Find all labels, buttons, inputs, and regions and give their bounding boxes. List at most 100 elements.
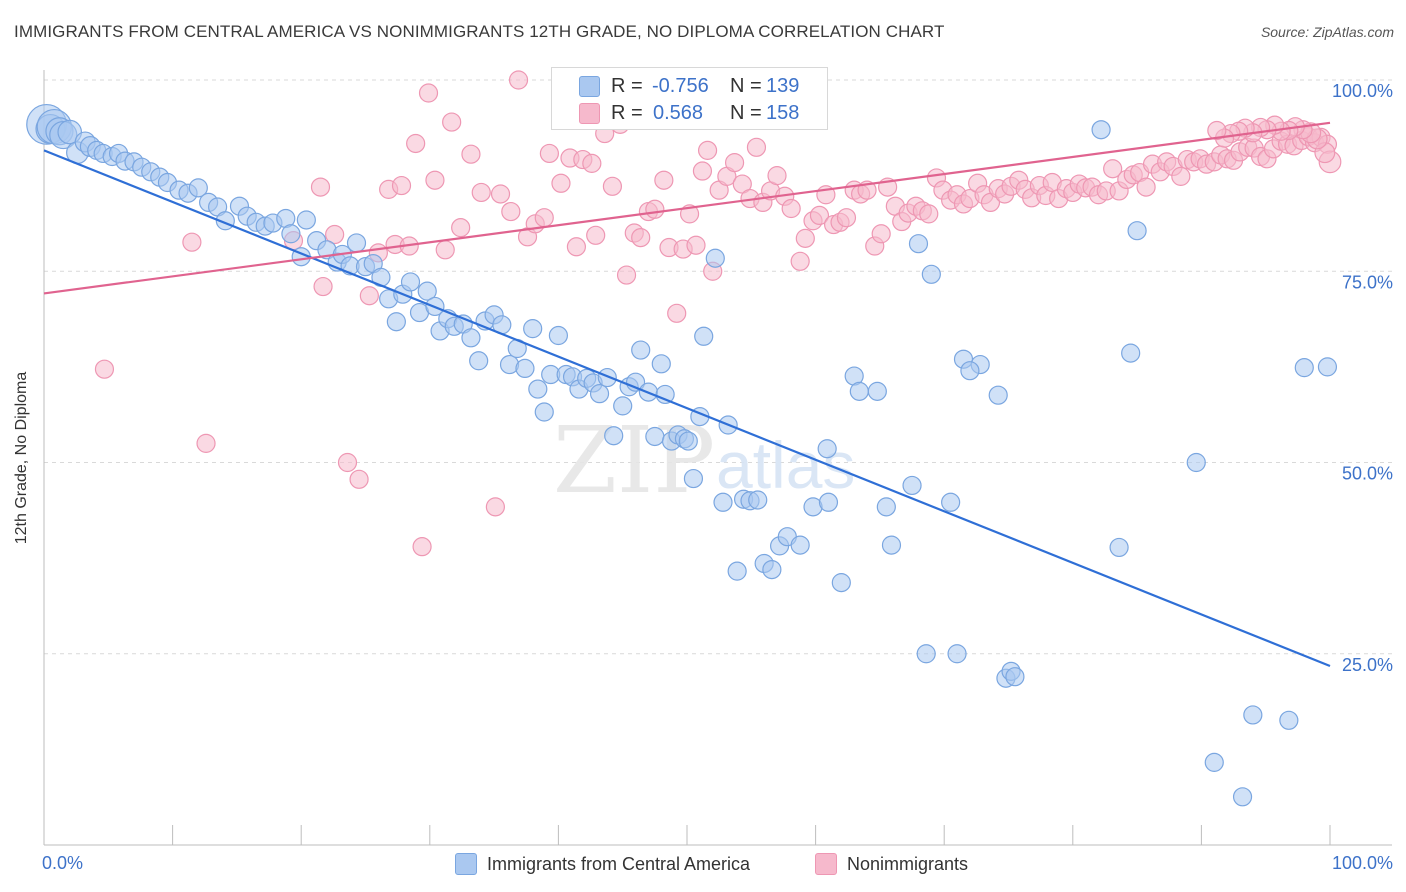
nonimmigrants-point: [616, 265, 637, 285]
x-tick-label-0: 0.0%: [42, 853, 83, 873]
watermark-atlas: atlas: [716, 428, 855, 502]
tick-labels: 25.0% 50.0% 75.0% 100.0% 0.0% 100.0%: [42, 81, 1393, 873]
central-america-point: [417, 281, 437, 301]
trend-lines: [43, 121, 1331, 668]
central-america-point: [748, 490, 768, 510]
nonimmigrants-point: [94, 359, 115, 379]
n-value: 158: [766, 101, 800, 124]
nonimmigrants-point: [485, 497, 505, 517]
nonimmigrants-point: [602, 176, 623, 196]
central-america-point: [916, 644, 936, 664]
nonimmigrants-point: [490, 184, 511, 204]
central-america-point: [534, 402, 554, 422]
nonimmigrants-point: [645, 199, 665, 219]
y-axis-label: 12th Grade, No Diploma: [13, 371, 30, 545]
central-america-point: [831, 573, 851, 593]
central-america-point: [281, 224, 301, 244]
r-value: -0.756: [652, 74, 709, 97]
nonimmigrants-point: [809, 205, 830, 226]
nonimmigrants-point: [451, 218, 471, 238]
central-america-point: [528, 379, 548, 399]
legend-item-immigrants[interactable]: Immigrants from Central America: [455, 852, 750, 876]
nonimmigrants-point: [1103, 159, 1123, 179]
nonimmigrants-point: [919, 204, 939, 224]
y-tick-label-75: 75.0%: [1342, 272, 1393, 292]
central-america-point: [849, 381, 869, 401]
n-label: N =: [730, 101, 762, 124]
nonimmigrants-point: [790, 251, 810, 271]
central-america-point: [1243, 705, 1263, 725]
watermark: ZIP atlas: [553, 407, 855, 514]
central-america-point: [694, 326, 714, 346]
central-america-point: [613, 396, 633, 416]
r-label: R =: [611, 101, 643, 124]
nonimmigrants-point: [871, 224, 891, 244]
central-america-point: [1127, 221, 1147, 241]
nonimmigrants-point: [667, 303, 687, 323]
nonimmigrants-point: [508, 70, 529, 90]
nonimmigrants-point: [310, 177, 331, 197]
central-america-point: [296, 210, 316, 230]
nonimmigrants-point: [325, 224, 345, 245]
central-america-point: [947, 644, 967, 664]
central-america-point: [818, 492, 839, 512]
central-america-point: [400, 272, 421, 292]
nonimmigrants-point: [631, 227, 651, 248]
central-america-point: [523, 319, 543, 339]
nonimmigrants-point: [425, 170, 445, 190]
trend-line-nonimmigrants: [43, 121, 1331, 295]
central-america-point: [817, 439, 837, 459]
central-america-point: [1317, 357, 1338, 377]
nonimmigrants-point: [534, 208, 554, 228]
central-america-point: [683, 468, 704, 489]
central-america-point: [678, 431, 698, 451]
central-america-point: [713, 492, 733, 512]
central-america-point: [867, 381, 887, 401]
nonimmigrants-point: [781, 198, 801, 219]
chart-title: IMMIGRANTS FROM CENTRAL AMERICA VS NONIM…: [14, 22, 945, 41]
legend-swatch-nonimmigrants: [815, 853, 837, 875]
nonimmigrants-point: [313, 276, 333, 297]
legend-label-immigrants: Immigrants from Central America: [487, 853, 751, 874]
legend-item-nonimmigrants[interactable]: Nonimmigrants: [815, 852, 968, 876]
central-america-point: [515, 358, 535, 379]
central-america-point: [1109, 537, 1129, 558]
central-america-point: [651, 354, 671, 374]
central-america-points: [26, 70, 1338, 807]
legend-swatch-immigrants: [455, 853, 477, 875]
n-value: 139: [766, 74, 800, 97]
central-america-point: [548, 325, 569, 346]
central-america-point: [597, 367, 617, 388]
nonimmigrants-point: [196, 433, 216, 453]
stats-legend: R = -0.756 N = 139 R = 0.568 N = 158: [551, 67, 828, 130]
central-america-point: [790, 535, 810, 555]
central-america-point: [1186, 452, 1206, 473]
nonimmigrants-point: [692, 161, 713, 181]
nonimmigrants-point: [412, 537, 432, 557]
nonimmigrants-point: [349, 469, 369, 489]
nonimmigrants-point: [435, 240, 455, 260]
central-america-point: [876, 497, 896, 517]
swatch-immigrants: [579, 76, 600, 97]
nonimmigrants-point: [442, 112, 462, 132]
central-america-point: [1232, 787, 1253, 807]
central-america-point: [727, 561, 747, 581]
central-america-point: [705, 248, 725, 268]
central-america-point: [1294, 358, 1314, 378]
central-america-point: [188, 178, 208, 198]
central-america-point: [1121, 343, 1141, 363]
nonimmigrants-point: [795, 228, 815, 248]
nonimmigrants-point: [359, 286, 379, 306]
nonimmigrants-point: [539, 143, 559, 164]
nonimmigrants-point: [471, 182, 491, 203]
x-tick-label-100: 100.0%: [1332, 853, 1393, 873]
nonimmigrants-points: [94, 70, 1342, 557]
central-america-point: [655, 384, 675, 405]
central-america-point: [461, 328, 481, 348]
nonimmigrants-point: [566, 237, 587, 257]
nonimmigrants-point: [767, 166, 787, 186]
y-tick-label-100: 100.0%: [1332, 81, 1393, 101]
central-america-point: [921, 264, 941, 284]
nonimmigrants-point: [1136, 177, 1156, 197]
